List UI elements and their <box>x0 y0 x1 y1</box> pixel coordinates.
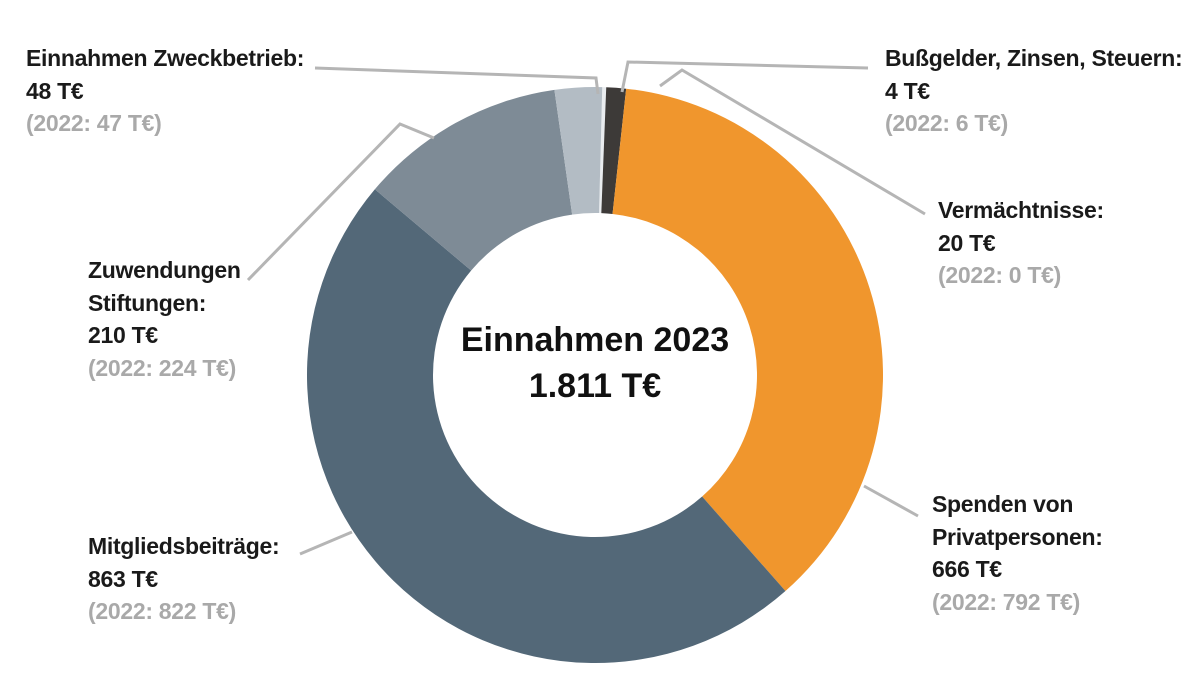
label-vermaechtnisse-prev: (2022: 0 T€) <box>938 262 1061 289</box>
label-spenden-name-line2: Privatpersonen: <box>932 523 1103 550</box>
leader-line-stiftungen <box>246 122 435 282</box>
label-bussgelder-name: Bußgelder, Zinsen, Steuern: <box>885 45 1183 71</box>
center-total-value: 1.811 T€ <box>528 366 662 405</box>
leader-lines <box>246 60 926 556</box>
label-vermaechtnisse: Vermächtnisse: 20 T€ (2022: 0 T€) <box>938 194 1104 292</box>
label-mitglieder-value: 863 T€ <box>88 565 158 592</box>
label-vermaechtnisse-value: 20 T€ <box>938 229 996 256</box>
label-stiftungen: Zuwendungen Stiftungen: 210 T€ (2022: 22… <box>88 254 241 385</box>
label-zweckbetrieb-name: Einnahmen Zweckbetrieb: <box>26 45 305 71</box>
label-spenden-prev: (2022: 792 T€) <box>932 588 1080 615</box>
leader-line-zweckbetrieb <box>314 66 600 95</box>
donut-slice-spenden <box>612 88 883 592</box>
donut-slice-stiftungen <box>374 89 573 271</box>
label-mitglieder: Mitgliedsbeiträge: 863 T€ (2022: 822 T€) <box>88 530 280 628</box>
label-spenden-value: 666 T€ <box>932 556 1002 583</box>
center-title: Einnahmen 2023 <box>460 321 730 359</box>
label-mitglieder-prev: (2022: 822 T€) <box>88 598 236 625</box>
label-spenden: Spenden von Privatpersonen: 666 T€ (2022… <box>932 488 1103 619</box>
label-stiftungen-name-line1: Zuwendungen <box>88 257 241 283</box>
donut-slice-zweckbetrieb <box>554 87 603 215</box>
center-label: Einnahmen 2023 1.811 T€ <box>405 318 785 410</box>
donut-segments <box>306 87 883 664</box>
label-spenden-name-line1: Spenden von <box>932 491 1074 517</box>
leader-line-bussgelder <box>620 60 869 93</box>
label-zweckbetrieb-value: 48 T€ <box>26 77 84 104</box>
label-bussgelder-value: 4 T€ <box>885 77 930 104</box>
leader-line-vermaechtnisse <box>659 68 926 216</box>
label-bussgelder: Bußgelder, Zinsen, Steuern: 4 T€ (2022: … <box>885 42 1183 140</box>
label-stiftungen-prev: (2022: 224 T€) <box>88 354 236 381</box>
label-zweckbetrieb-prev: (2022: 47 T€) <box>26 110 162 137</box>
label-mitglieder-name: Mitgliedsbeiträge: <box>88 533 280 559</box>
donut-slice-mitglieder <box>306 189 786 664</box>
leader-line-mitglieder <box>299 530 353 556</box>
label-zweckbetrieb: Einnahmen Zweckbetrieb: 48 T€ (2022: 47 … <box>26 42 304 140</box>
label-vermaechtnisse-name: Vermächtnisse: <box>938 197 1104 223</box>
leader-line-spenden <box>863 484 919 518</box>
label-bussgelder-prev: (2022: 6 T€) <box>885 110 1008 137</box>
donut-slice-vermaechtnisse <box>601 87 627 214</box>
donut-slice-bussgelder <box>599 87 607 214</box>
label-stiftungen-name-line2: Stiftungen: <box>88 289 207 316</box>
label-stiftungen-value: 210 T€ <box>88 322 158 349</box>
